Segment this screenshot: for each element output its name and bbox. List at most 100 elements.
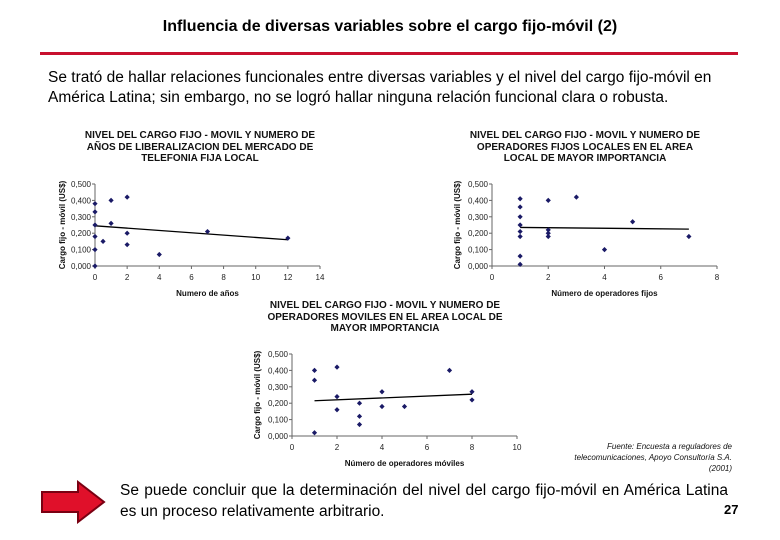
x-tick-label: 8 [470, 443, 475, 452]
right-arrow-icon [41, 480, 106, 524]
chart-fixed-operators: 0,000 0,100 0,200 0,300 0,400 0,500 0 2 4 6 8 Númer… [453, 180, 720, 298]
y-tick-label: 0,300 [268, 383, 289, 392]
chart-2-title-line: LOCAL DE MAYOR IMPORTANCIA [503, 153, 667, 164]
x-tick-label: 14 [316, 273, 325, 282]
intro-paragraph: Se trató de hallar relaciones funcionale… [48, 69, 712, 106]
data-point [517, 196, 523, 202]
data-point [573, 194, 579, 200]
y-tick-label: 0,500 [268, 350, 289, 359]
y-axis-label: Cargo fijo - móvil (US$) [453, 180, 462, 269]
data-point [379, 389, 385, 395]
data-point [124, 230, 130, 236]
data-point [517, 204, 523, 210]
y-tick-label: 0,300 [71, 213, 92, 222]
data-point [334, 394, 340, 400]
data-point [517, 261, 523, 267]
source-note: Fuente: Encuesta a reguladores de teleco… [560, 441, 732, 474]
data-point [92, 209, 98, 215]
x-tick-label: 8 [715, 273, 720, 282]
data-point [311, 367, 318, 373]
data-point [311, 377, 318, 383]
y-tick-label: 0,100 [468, 246, 489, 255]
data-point [92, 201, 98, 207]
chart-3-title-line: NIVEL DEL CARGO FIJO - MOVIL Y NUMERO DE [269, 300, 501, 311]
y-tick-label: 0,000 [468, 262, 489, 271]
x-tick-label: 6 [659, 273, 664, 282]
chart-2-title-line: NIVEL DEL CARGO FIJO - MOVIL Y NUMERO DE [469, 130, 701, 141]
x-tick-label: 0 [93, 273, 98, 282]
data-point [356, 400, 363, 406]
data-point [401, 403, 408, 410]
chart-1-title-line: NIVEL DEL CARGO FIJO - MOVIL Y NUMERO DE [84, 130, 316, 141]
data-point [545, 197, 551, 203]
data-point [334, 407, 340, 413]
y-tick-label: 0,100 [268, 416, 289, 425]
x-tick-label: 12 [283, 273, 292, 282]
conclusion-paragraph: Se puede concluir que la determinación d… [120, 482, 728, 520]
x-tick-label: 2 [125, 273, 130, 282]
data-point [446, 367, 453, 373]
x-tick-label: 0 [490, 273, 495, 282]
y-axis-label: Cargo fijo - móvil (US$) [253, 350, 262, 439]
chart-1-title-line: AÑOS DE LIBERALIZACION DEL MERCADO DE [86, 141, 314, 153]
x-tick-label: 6 [425, 443, 430, 452]
source-line: Fuente: Encuesta a reguladores de [607, 442, 732, 451]
x-tick-label: 0 [290, 443, 295, 452]
data-point [108, 197, 114, 203]
x-tick-label: 2 [335, 443, 340, 452]
slide-title: Influencia de diversas variables sobre e… [162, 18, 618, 35]
data-point [356, 421, 363, 428]
y-tick-label: 0,200 [268, 399, 289, 408]
data-point [124, 242, 130, 248]
data-point [517, 222, 523, 228]
y-tick-label: 0,500 [468, 180, 489, 189]
page-number: 27 [724, 502, 739, 517]
data-point [601, 247, 608, 253]
chart-years-liberalization: 0,000 0,100 0,200 0,300 0,400 0,500 0 2 4 6 8 10 12 1… [58, 180, 325, 298]
chart-mobile-operators: 0,000 0,100 0,200 0,300 0,400 0,500 0 2 4 6 8 10 Núm… [253, 350, 522, 468]
title-divider [40, 52, 738, 55]
x-tick-label: 8 [221, 273, 226, 282]
trend-line [314, 393, 473, 402]
trend-line [94, 225, 288, 241]
data-point [204, 228, 211, 235]
chart-2-title: NIVEL DEL CARGO FIJO - MOVIL Y NUMERO DE… [455, 130, 715, 165]
data-point [108, 220, 114, 226]
data-point [100, 238, 106, 244]
x-tick-label: 4 [602, 273, 607, 282]
x-tick-label: 6 [189, 273, 194, 282]
trend-line [520, 226, 689, 230]
data-point [92, 263, 98, 269]
y-tick-label: 0,500 [71, 180, 92, 189]
y-axis-label: Cargo fijo - móvil (US$) [58, 180, 67, 269]
data-point [92, 247, 98, 253]
data-point [92, 222, 98, 228]
y-tick-label: 0,300 [468, 213, 489, 222]
chart-3-title-line: MAYOR IMPORTANCIA [330, 323, 440, 334]
data-point [517, 253, 523, 259]
chart-3-title: NIVEL DEL CARGO FIJO - MOVIL Y NUMERO DE… [255, 300, 515, 335]
chart-3-title-line: OPERADORES MOVILES EN EL AREA LOCAL DE [267, 311, 503, 323]
y-tick-label: 0,400 [268, 366, 289, 375]
source-line: (2001) [708, 464, 732, 473]
data-point [156, 251, 162, 258]
y-tick-label: 0,000 [268, 432, 289, 441]
x-tick-label: 2 [546, 273, 551, 282]
data-point [545, 233, 551, 240]
y-tick-label: 0,400 [71, 196, 92, 205]
x-axis-label: Número de operadores fijos [551, 289, 658, 298]
chart-1-title-line: TELEFONIA FIJA LOCAL [141, 153, 259, 164]
data-point [545, 227, 551, 233]
data-point [92, 233, 98, 240]
x-tick-label: 10 [251, 273, 260, 282]
y-tick-label: 0,400 [468, 196, 489, 205]
x-axis-label: Numero de años [176, 289, 239, 298]
data-point [545, 230, 551, 236]
x-axis-label: Número de operadores móviles [345, 459, 465, 468]
data-point [469, 389, 475, 395]
data-point [517, 214, 523, 220]
data-point [517, 228, 523, 235]
chart-1-title: NIVEL DEL CARGO FIJO - MOVIL Y NUMERO DE… [60, 130, 340, 165]
x-tick-label: 10 [513, 443, 522, 452]
y-tick-label: 0,200 [71, 229, 92, 238]
